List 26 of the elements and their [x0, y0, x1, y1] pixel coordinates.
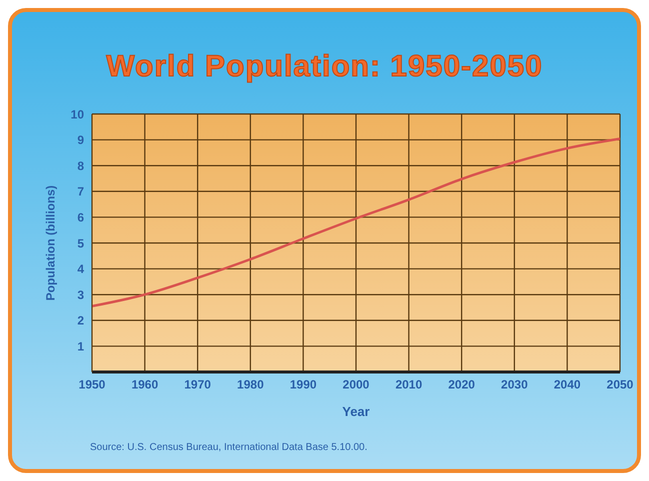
y-tick-label: 1	[77, 339, 84, 354]
y-tick-label: 10	[70, 107, 84, 122]
x-tick-label: 2000	[342, 378, 370, 392]
y-tick-label: 8	[77, 158, 84, 173]
y-tick-label: 2	[77, 314, 84, 328]
y-tick-label: 6	[77, 210, 84, 224]
x-tick-label: 1950	[78, 378, 106, 392]
y-tick-label: 9	[77, 133, 84, 148]
x-tick-label: 2040	[554, 378, 581, 392]
x-tick-label: 2020	[448, 378, 476, 392]
x-axis-title: Year	[342, 404, 370, 419]
x-tick-label: 2010	[395, 378, 422, 392]
x-tick-label: 1960	[131, 378, 158, 392]
y-tick-label: 5	[77, 236, 84, 250]
y-tick-label: 7	[77, 184, 84, 199]
x-tick-label: 2030	[501, 378, 528, 392]
x-tick-label: 1980	[237, 378, 264, 392]
y-tick-label: 3	[77, 288, 84, 302]
chart-title: World Population: 1950-2050	[105, 50, 544, 84]
x-tick-label: 1970	[184, 378, 212, 392]
y-tick-label: 4	[77, 262, 84, 276]
x-tick-label: 1990	[290, 378, 317, 392]
line-series	[92, 138, 620, 308]
y-axis-title: Population (billions)	[43, 185, 58, 301]
source-note: Source: U.S. Census Bureau, International Data Base 5.10.00.	[90, 442, 368, 453]
x-tick-label: 2050	[606, 378, 634, 392]
